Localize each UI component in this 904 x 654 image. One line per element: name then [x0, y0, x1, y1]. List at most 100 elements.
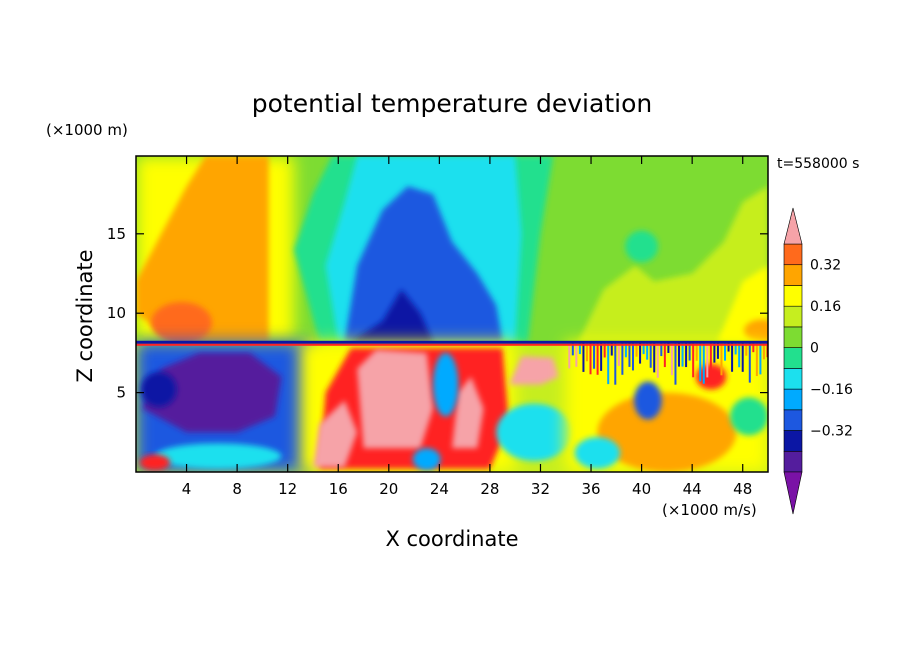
striation — [582, 341, 585, 372]
colorbar-tick-label: 0.32 — [810, 258, 841, 274]
x-tick-label: 4 — [182, 480, 192, 498]
striation — [607, 341, 610, 385]
striation — [656, 341, 659, 378]
upper-orange-right — [743, 319, 768, 342]
x-unit-label: (×1000 m/s) — [662, 501, 757, 519]
x-tick-label: 20 — [379, 480, 398, 498]
y-axis: 5 10 15 — [107, 225, 768, 402]
striation — [624, 341, 627, 358]
striation — [600, 341, 603, 371]
striation — [614, 341, 617, 385]
striation — [752, 341, 755, 353]
colorbar-segment — [783, 450, 803, 473]
striation — [593, 341, 596, 369]
y-tick-label: 5 — [116, 384, 126, 402]
x-tick-label: 12 — [278, 480, 297, 498]
striation — [617, 341, 620, 366]
lower-cyan-right — [574, 437, 621, 469]
pink-plume-1 — [313, 400, 358, 468]
interface-line-red — [136, 343, 768, 346]
striation — [635, 341, 638, 357]
striation — [585, 341, 588, 362]
upper-orange — [136, 156, 269, 342]
x-tick-label: 8 — [232, 480, 242, 498]
striation — [596, 341, 599, 375]
colorbar-segment — [783, 388, 803, 411]
striation — [709, 341, 712, 371]
x-tick-label: 16 — [329, 480, 348, 498]
pink-plume-4 — [508, 356, 560, 385]
striation — [755, 341, 758, 377]
upper-navy — [350, 289, 433, 342]
striation — [706, 341, 709, 378]
y-unit-label: (×1000 m) — [46, 121, 128, 139]
lower-navy-left — [141, 371, 177, 407]
colorbar-segment — [783, 326, 803, 348]
striation — [724, 341, 727, 361]
y-axis-label: Z coordinate — [73, 249, 97, 382]
y-tick-label: 10 — [107, 304, 126, 322]
colorbar-tick-label: 0 — [810, 341, 819, 357]
upper-red-orange — [151, 302, 212, 344]
striation — [642, 341, 645, 355]
lower-cyan-spot — [412, 448, 441, 471]
striation — [663, 341, 666, 368]
colorbar-segment — [783, 243, 803, 266]
lower-cyan-band — [154, 443, 282, 469]
lower-cyan-streak — [433, 352, 459, 417]
striation — [646, 341, 649, 360]
striation — [681, 341, 684, 367]
colorbar-min-arrow — [783, 471, 803, 515]
colorbar-tick-label: −0.32 — [810, 424, 853, 440]
colorbar-tick-label: −0.16 — [810, 382, 853, 398]
striation — [621, 341, 624, 375]
striation — [695, 341, 698, 361]
x-tick-label: 28 — [480, 480, 499, 498]
colorbar-segment — [783, 430, 803, 452]
striation — [649, 341, 652, 368]
striation — [720, 341, 723, 376]
colorbar-segment — [783, 368, 803, 390]
colorbar-segment — [783, 285, 803, 307]
striation — [575, 341, 578, 367]
upper-lime — [578, 186, 768, 342]
colorbar-tick-label: 0.16 — [810, 299, 841, 315]
x-tick-label: 40 — [632, 480, 651, 498]
x-tick-label: 32 — [531, 480, 550, 498]
striation — [734, 341, 737, 355]
striation — [674, 341, 677, 385]
pink-plume-3 — [452, 376, 484, 449]
lower-orange-right — [597, 392, 737, 472]
striation — [628, 341, 631, 367]
striation — [713, 341, 716, 363]
upper-blue — [344, 186, 503, 342]
striation — [667, 341, 670, 353]
y-tick-label: 15 — [107, 225, 126, 243]
plot-frame — [135, 155, 769, 473]
striation — [589, 341, 592, 375]
colorbar-max-arrow — [783, 207, 803, 245]
striation — [660, 341, 663, 357]
striation — [571, 341, 574, 356]
upper-green-patch — [625, 230, 659, 263]
contour-field — [136, 156, 768, 472]
striation — [702, 341, 705, 384]
striation — [631, 341, 634, 371]
striation — [745, 341, 748, 356]
x-tick-label: 48 — [733, 480, 752, 498]
x-axis: 4 8 12 16 20 24 28 32 36 40 44 48 — [182, 156, 752, 498]
lower-cyan-mid — [496, 403, 573, 461]
x-tick-label: 24 — [430, 480, 449, 498]
striations — [568, 341, 768, 385]
striation — [610, 341, 613, 356]
chart-title: potential temperature deviation — [252, 89, 652, 118]
striation — [727, 341, 730, 352]
colorbar-segment — [783, 409, 803, 431]
striation — [759, 341, 762, 375]
pink-plume-2 — [357, 349, 433, 449]
lower-green-right — [730, 397, 768, 436]
striation — [578, 341, 581, 355]
striation — [688, 341, 691, 361]
striation — [738, 341, 741, 368]
